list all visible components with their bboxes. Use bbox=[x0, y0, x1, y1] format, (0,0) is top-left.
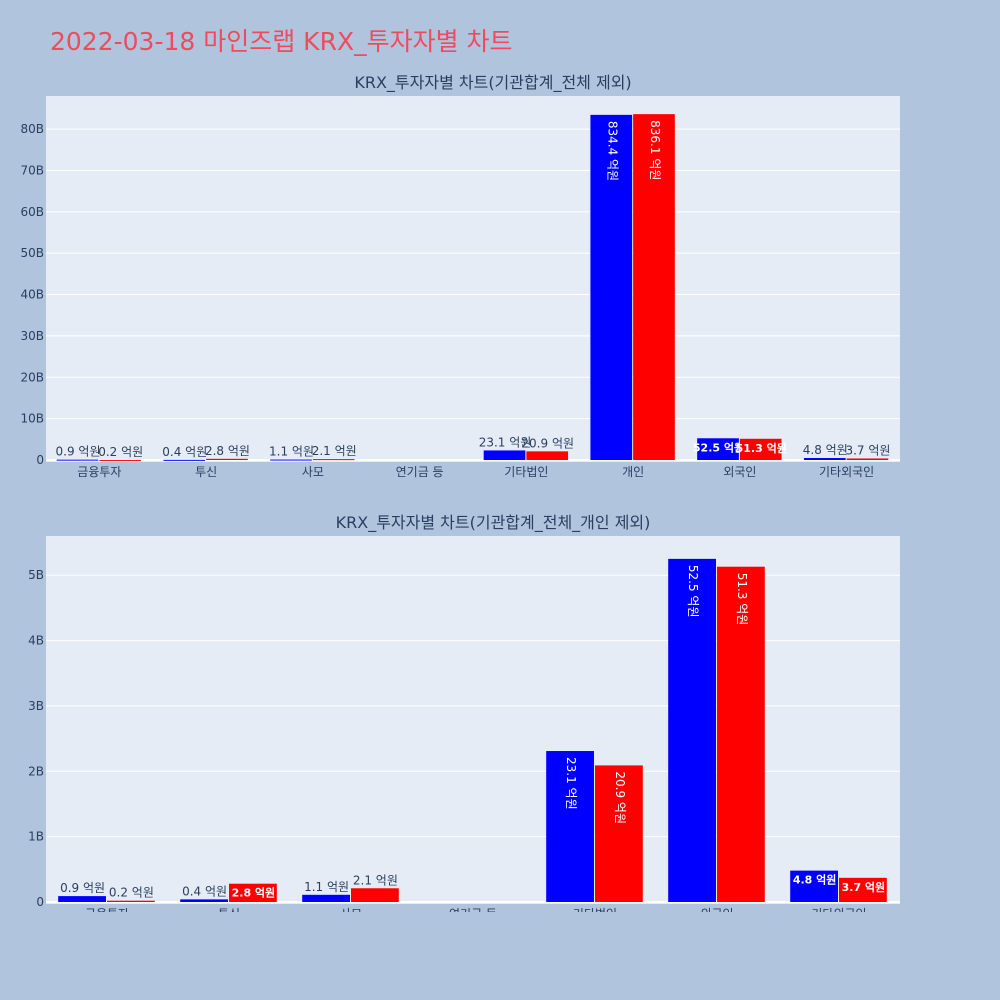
bar bbox=[526, 451, 569, 460]
y-tick-label: 60B bbox=[20, 205, 44, 219]
bar bbox=[107, 900, 155, 902]
bar-value-label: 0.2 억원 bbox=[109, 886, 154, 900]
x-tick-label: 기타외국인 bbox=[811, 907, 866, 912]
bar-value-label: 1.1 억원 bbox=[269, 445, 314, 459]
bar-value-label: 2.1 억원 bbox=[312, 444, 357, 458]
bar bbox=[803, 458, 846, 460]
x-tick-label: 금융투자 bbox=[85, 907, 129, 912]
bar bbox=[483, 450, 526, 460]
y-tick-label: 5B bbox=[28, 568, 44, 582]
bar bbox=[58, 896, 106, 902]
y-tick-label: 0 bbox=[36, 895, 44, 909]
bar-value-label: 23.1 억원 bbox=[564, 757, 578, 810]
bar-value-label: 2.8 억원 bbox=[232, 886, 276, 900]
x-tick-label: 연기금 등 bbox=[449, 907, 497, 912]
bar bbox=[56, 459, 99, 461]
bar-value-label: 0.2 억원 bbox=[98, 445, 143, 459]
bar bbox=[595, 765, 643, 902]
bar-value-label: 2.8 억원 bbox=[205, 444, 250, 458]
bar bbox=[351, 888, 399, 902]
bar-value-label: 2.1 억원 bbox=[353, 873, 398, 887]
bar-value-label: 834.4 억원 bbox=[605, 121, 619, 181]
y-tick-label: 3B bbox=[28, 699, 44, 713]
x-tick-label: 투신 bbox=[218, 907, 240, 912]
bar-value-label: 52.5 억원 bbox=[693, 440, 744, 454]
x-tick-label: 외국인 bbox=[700, 907, 733, 912]
bar bbox=[302, 894, 350, 902]
y-tick-label: 2B bbox=[28, 764, 44, 778]
x-tick-label: 투신 bbox=[195, 465, 217, 479]
y-tick-label: 80B bbox=[20, 122, 44, 136]
bar bbox=[180, 899, 228, 902]
y-tick-label: 40B bbox=[20, 288, 44, 302]
bar-value-label: 3.7 억원 bbox=[845, 443, 890, 457]
bar bbox=[229, 883, 277, 902]
bar-value-label: 836.1 억원 bbox=[648, 120, 662, 180]
x-tick-label: 연기금 등 bbox=[396, 465, 444, 479]
x-tick-label: 기타법인 bbox=[504, 465, 548, 479]
x-tick-label: 사모 bbox=[302, 465, 324, 479]
bar bbox=[590, 114, 633, 460]
bar-value-label: 51.3 억원 bbox=[736, 441, 787, 455]
chart-excluding-institution-total: 0 10B 20B 30B 40B 50B 60B 70B 80B KRX_투자자별 차트(기관합… bbox=[20, 73, 900, 479]
y-tick-label: 0 bbox=[36, 453, 44, 467]
page-title: 2022-03-18 마인즈랩 KRX_투자자별 차트 bbox=[50, 27, 513, 56]
bar bbox=[717, 566, 765, 902]
x-tick-label: 사모 bbox=[340, 907, 362, 912]
bar bbox=[697, 438, 739, 460]
bar-value-label: 0.9 억원 bbox=[60, 881, 105, 895]
x-tick-label: 금융투자 bbox=[77, 465, 121, 479]
bar-value-label: 1.1 억원 bbox=[304, 880, 349, 894]
plot-area bbox=[46, 96, 900, 462]
bar bbox=[633, 114, 675, 461]
bar-value-label: 4.8 억원 bbox=[793, 873, 837, 887]
y-tick-label: 20B bbox=[20, 370, 44, 384]
bar bbox=[790, 870, 838, 902]
y-tick-label: 50B bbox=[20, 246, 44, 260]
chart-title: KRX_투자자별 차트(기관합계_전체_개인 제외) bbox=[336, 513, 651, 533]
y-tick-label: 30B bbox=[20, 329, 44, 343]
bar-value-label: 4.8 억원 bbox=[803, 443, 848, 457]
bar-value-label: 20.9 억원 bbox=[613, 771, 627, 824]
bar-value-label: 0.4 억원 bbox=[162, 445, 207, 459]
chart-excluding-individual: 0 1B 2B 3B 4B 5B KRX_투자자별 차트(기관합계_전체_개인 제외) 금융투… bbox=[28, 513, 900, 912]
bar bbox=[206, 458, 248, 460]
chart-title: KRX_투자자별 차트(기관합계_전체 제외) bbox=[354, 73, 631, 93]
bar bbox=[668, 558, 716, 902]
x-tick-label: 외국인 bbox=[723, 465, 756, 479]
y-tick-label: 4B bbox=[28, 634, 44, 648]
bar bbox=[846, 458, 889, 460]
bar bbox=[739, 438, 782, 460]
bar bbox=[546, 751, 594, 902]
bar-value-label: 51.3 억원 bbox=[735, 573, 749, 626]
bar-value-label: 0.9 억원 bbox=[56, 445, 101, 459]
bar bbox=[270, 459, 312, 461]
bar bbox=[312, 459, 355, 461]
bar-value-label: 0.4 억원 bbox=[182, 884, 227, 898]
y-tick-label: 1B bbox=[28, 830, 44, 844]
bar-value-label: 3.7 억원 bbox=[842, 880, 886, 894]
bar-value-label: 20.9 억원 bbox=[521, 436, 574, 450]
bar bbox=[99, 459, 142, 461]
x-tick-label: 기타법인 bbox=[573, 907, 617, 912]
x-tick-label: 기타외국인 bbox=[819, 465, 874, 479]
plot-area bbox=[46, 536, 900, 904]
bar-value-label: 23.1 억원 bbox=[479, 435, 532, 449]
bar bbox=[839, 877, 887, 902]
y-tick-label: 10B bbox=[20, 412, 44, 426]
bar-value-label: 52.5 억원 bbox=[686, 565, 700, 618]
x-tick-label: 개인 bbox=[622, 465, 644, 479]
bar bbox=[163, 459, 206, 461]
y-tick-label: 70B bbox=[20, 163, 44, 177]
